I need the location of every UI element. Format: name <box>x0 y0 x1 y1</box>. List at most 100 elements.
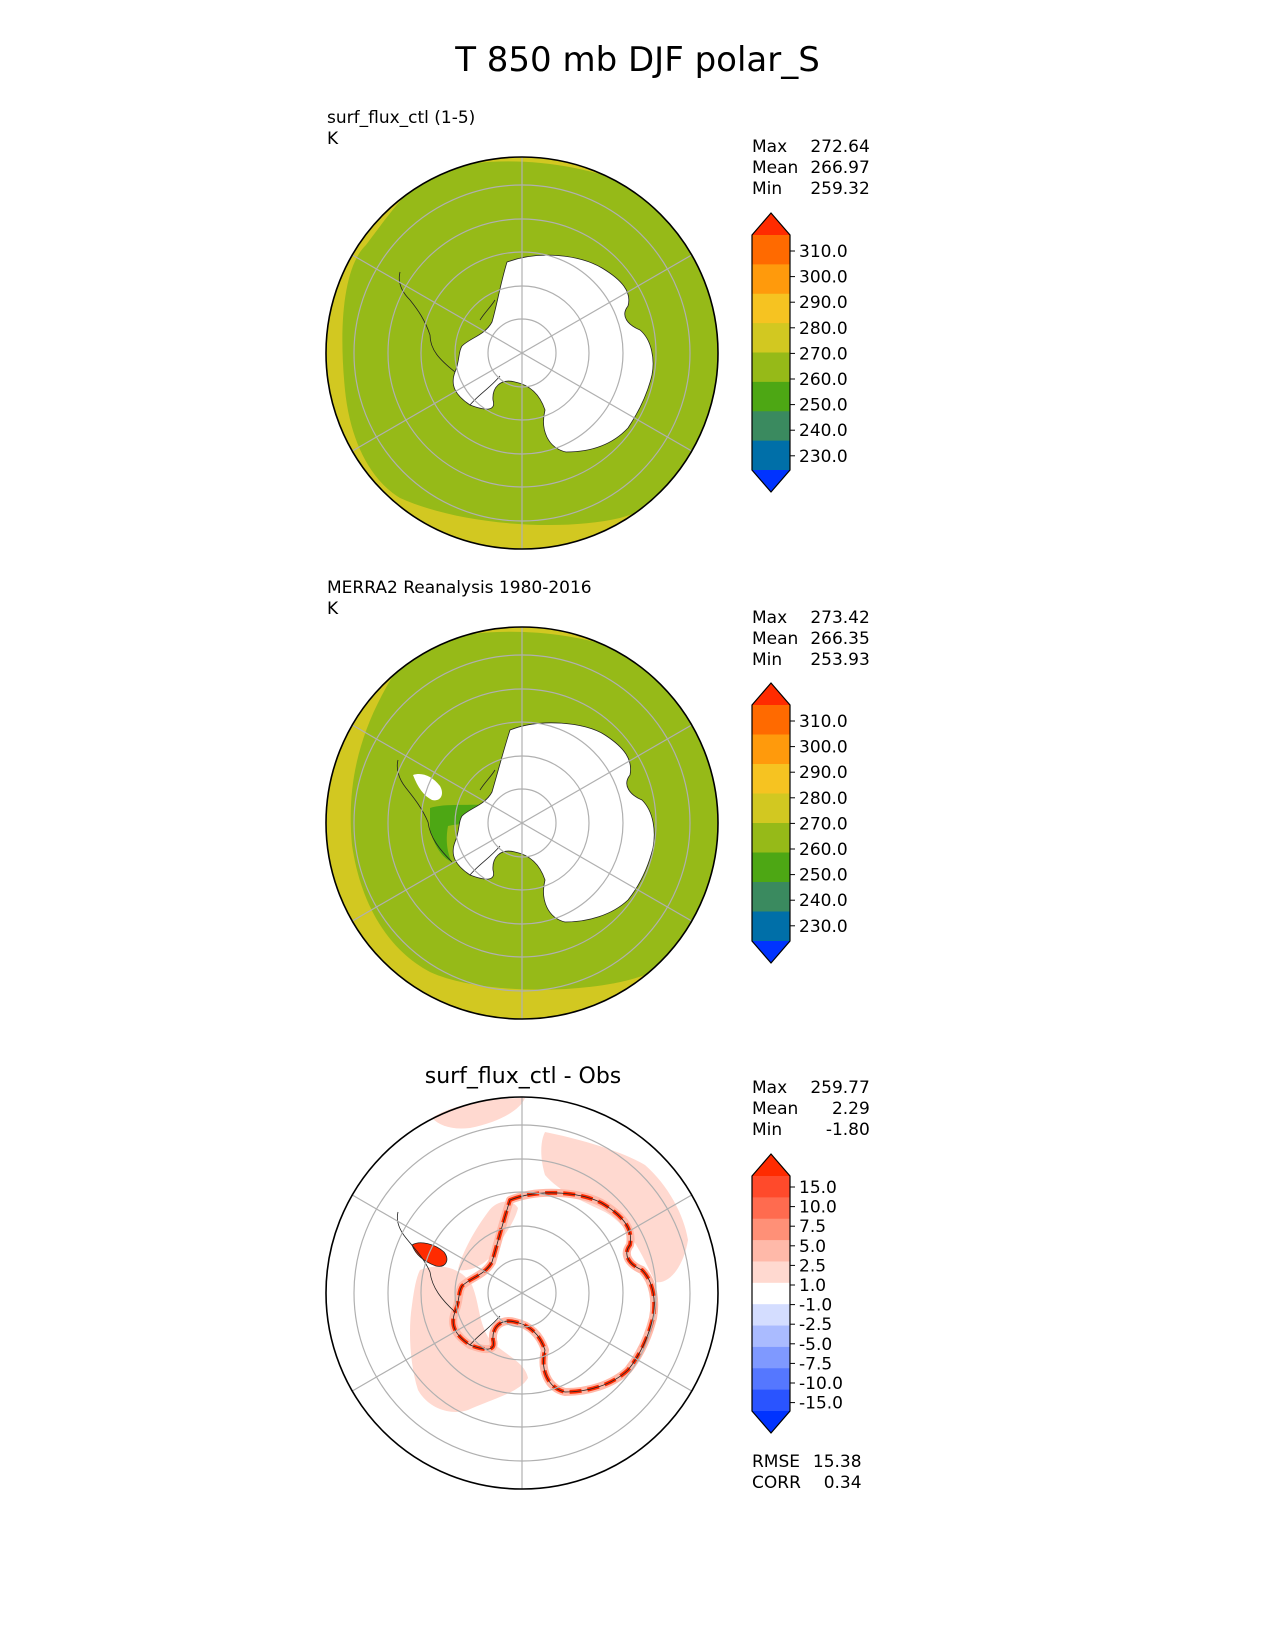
colorbar-swatch <box>752 882 790 912</box>
panel2-title-text: MERRA2 Reanalysis 1980-2016 <box>327 578 592 598</box>
colorbar-outline <box>751 1153 791 1434</box>
panel1-colorbar: 310.0 300.0 290.0 280.0 270.0 260.0 250.0 240.0… <box>751 212 848 493</box>
colorbar-tick-label: -10.0 <box>799 1374 843 1394</box>
stat-value: 259.77 <box>810 1078 870 1098</box>
colorbar-swatch <box>752 1197 790 1220</box>
colorbar-tick-label: 2.5 <box>799 1256 826 1276</box>
colorbar-extend-max <box>752 1154 790 1176</box>
colorbar-tick-label: 250.0 <box>799 396 848 416</box>
stat-label: Max <box>752 1078 788 1098</box>
colorbar-swatch <box>752 1304 790 1327</box>
colorbar-tick-label: 5.0 <box>799 1237 826 1257</box>
stat-label: Mean <box>752 158 799 178</box>
stat-row: Max 259.77 <box>752 1078 870 1099</box>
stat-value: 266.35 <box>810 629 870 649</box>
colorbar-swatch <box>752 235 790 265</box>
colorbar-tick-label: 280.0 <box>799 319 848 339</box>
colorbar-outline <box>751 212 791 493</box>
panel3-gridlines <box>351 1097 693 1489</box>
panel2-colorbar: 310.0 300.0 290.0 280.0 270.0 260.0 250.0 240.0… <box>751 682 848 964</box>
stat-label: Max <box>752 608 788 628</box>
panel3-map <box>325 1096 719 1490</box>
colorbar-tick-label: 240.0 <box>799 891 848 911</box>
colorbar-tick-label: 7.5 <box>799 1217 826 1237</box>
colorbar-tick-label: -15.0 <box>799 1394 843 1414</box>
panel3-colorbar: 15.010.07.55.02.51.0-1.0-2.5-5.0-7.5-10.… <box>751 1153 843 1434</box>
colorbar-tick-label: 260.0 <box>799 370 848 390</box>
stat-row: Min 253.93 <box>752 650 870 671</box>
stat-label: Mean <box>752 1099 799 1119</box>
colorbar-swatch <box>752 440 790 471</box>
colorbar-tick-label: 1.0 <box>799 1276 826 1296</box>
colorbar-swatch <box>752 381 790 412</box>
colorbar-tick-label: -1.0 <box>799 1296 832 1316</box>
colorbar-tick-label: 310.0 <box>799 712 848 732</box>
peninsula-coast <box>396 1211 501 1346</box>
colorbar-swatch <box>752 911 790 942</box>
colorbar-tick-label: 280.0 <box>799 789 848 809</box>
peninsula-coast <box>396 759 501 876</box>
diff-patch-outside-top <box>432 1098 525 1129</box>
colorbar-swatch <box>752 352 790 383</box>
metric-label: RMSE <box>752 1452 801 1472</box>
colorbar-tick-label: 290.0 <box>799 293 848 313</box>
stat-value: -1.80 <box>825 1120 870 1140</box>
metric-value: 15.38 <box>812 1452 862 1472</box>
panel1-gridlines <box>351 157 693 549</box>
stat-value: 266.97 <box>810 158 870 178</box>
colorbar-swatch <box>752 1346 790 1369</box>
panel1-map-border <box>325 156 719 550</box>
colorbar-extend-min <box>752 470 790 492</box>
colorbar-swatch <box>752 793 790 824</box>
colorbar-swatch <box>752 411 790 442</box>
stat-row: Min -1.80 <box>752 1120 870 1141</box>
colorbar-extend-min <box>752 1411 790 1433</box>
colorbar-swatch <box>752 764 790 794</box>
panel3-metrics: RMSE 15.38 CORR 0.34 <box>752 1452 862 1494</box>
colorbar-swatch <box>752 1176 790 1198</box>
panel1-title-text: surf_flux_ctl (1-5) <box>327 108 476 128</box>
colorbar-swatch <box>752 264 790 295</box>
panel1-stats: Max 272.64 Mean 266.97 Min 259.32 <box>752 137 870 200</box>
figure-title: T 850 mb DJF polar_S <box>455 40 820 80</box>
metric-row: RMSE 15.38 <box>752 1452 862 1473</box>
colorbar-tick-label: 260.0 <box>799 840 848 860</box>
colorbar-swatch <box>752 705 790 735</box>
colorbar-tick-label: 270.0 <box>799 814 848 834</box>
colorbar-swatch <box>752 1389 790 1412</box>
colorbar-outline <box>751 682 791 964</box>
panel1-units: K <box>327 129 339 149</box>
panel1-title: surf_flux_ctl (1-5) K <box>327 108 475 150</box>
colorbar-tick-label: 10.0 <box>799 1198 837 1218</box>
colorbar-tick-label: 300.0 <box>799 738 848 758</box>
colorbar-swatch <box>752 323 790 353</box>
colorbar-swatch <box>752 1325 790 1348</box>
stat-row: Mean 266.35 <box>752 629 870 650</box>
stat-label: Min <box>752 650 783 670</box>
colorbar-swatch <box>752 1261 790 1284</box>
colorbar-extend-max <box>752 683 790 705</box>
colorbar-swatch <box>752 293 790 324</box>
colorbar-swatch <box>752 1282 790 1305</box>
colorbar-tick-label: 250.0 <box>799 866 848 886</box>
stat-row: Max 272.64 <box>752 137 870 158</box>
stat-row: Min 259.32 <box>752 179 870 200</box>
metric-row: CORR 0.34 <box>752 1473 862 1494</box>
stat-row: Mean 2.29 <box>752 1099 870 1120</box>
stat-label: Max <box>752 137 788 157</box>
colorbar-tick-label: -2.5 <box>799 1315 832 1335</box>
colorbar-tick-label: 15.0 <box>799 1178 837 1198</box>
stat-label: Min <box>752 1120 783 1140</box>
colorbar-tick-label: -7.5 <box>799 1354 832 1374</box>
stat-row: Max 273.42 <box>752 608 870 629</box>
colorbar-tick-label: 300.0 <box>799 268 848 288</box>
colorbar-tick-label: 240.0 <box>799 421 848 441</box>
colorbar-swatch <box>752 1368 790 1391</box>
stat-value: 272.64 <box>810 137 870 157</box>
colorbar-tick-label: 270.0 <box>799 344 848 364</box>
stat-label: Mean <box>752 629 799 649</box>
colorbar-tick-label: 230.0 <box>799 917 848 937</box>
colorbar-tick-label: 230.0 <box>799 447 848 467</box>
metric-value: 0.34 <box>823 1473 862 1493</box>
panel2-gridlines <box>351 627 693 1019</box>
